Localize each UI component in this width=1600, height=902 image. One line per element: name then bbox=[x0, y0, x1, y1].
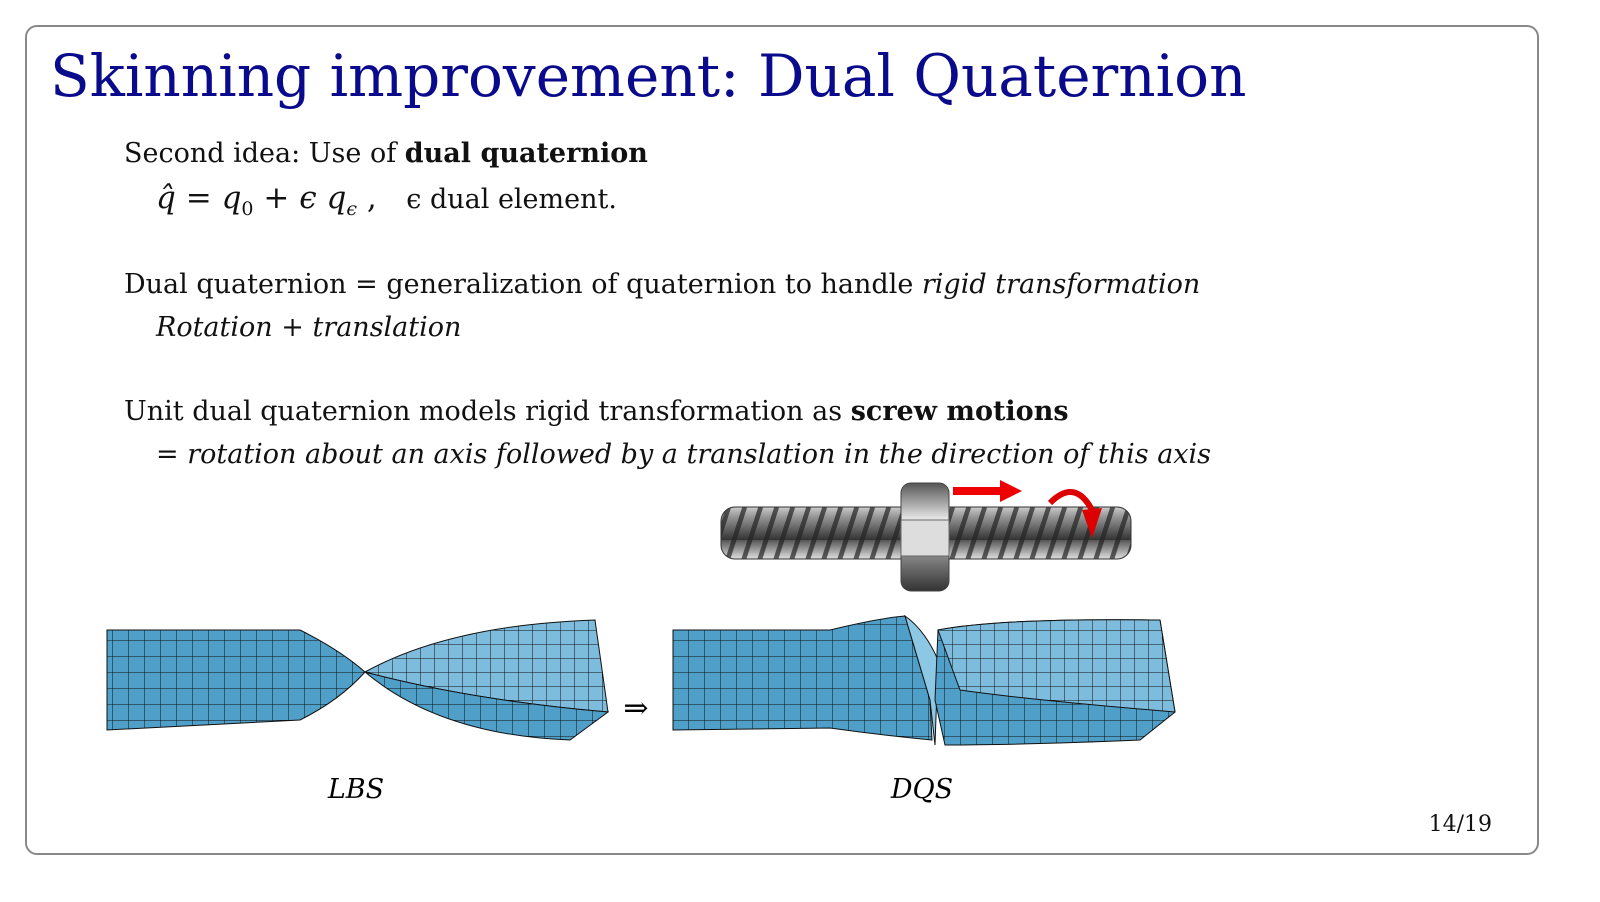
formula-note: ϵ dual element. bbox=[406, 184, 617, 215]
symbol: q bbox=[326, 180, 347, 216]
page-number: 14/19 bbox=[1428, 812, 1492, 837]
subscript: 0 bbox=[241, 198, 254, 221]
symbol: q̂ bbox=[156, 180, 176, 216]
symbol: q bbox=[221, 180, 242, 216]
emphasis: rigid transformation bbox=[921, 269, 1201, 300]
figure-caption: LBS bbox=[327, 774, 384, 805]
emphasis: dual quaternion bbox=[404, 138, 648, 169]
screw-detail: = rotation about an axis followed by a t… bbox=[156, 439, 1212, 470]
formula: q̂ = q0 + ϵ qϵ , ϵ dual element. bbox=[156, 180, 617, 220]
emphasis: screw motions bbox=[850, 396, 1069, 427]
text: Dual quaternion = generalization of quat… bbox=[124, 269, 922, 300]
slide-title: Skinning improvement: Dual Quaternion bbox=[50, 42, 1247, 110]
text: Second idea: Use of bbox=[124, 138, 405, 169]
arrow: ⇒ bbox=[623, 691, 648, 726]
lbs-mesh bbox=[106, 619, 610, 741]
symbol: + bbox=[263, 180, 290, 216]
slide-frame bbox=[25, 25, 1539, 855]
definition-detail: Rotation + translation bbox=[156, 312, 462, 343]
screw-illustration bbox=[720, 480, 1132, 592]
idea-line: Second idea: Use of dual quaternion bbox=[124, 138, 648, 169]
definition-line: Dual quaternion = generalization of quat… bbox=[124, 269, 1200, 300]
symbol: = bbox=[185, 180, 212, 216]
symbol: ϵ bbox=[299, 180, 317, 216]
text: Unit dual quaternion models rigid transf… bbox=[124, 396, 851, 427]
symbol: , bbox=[366, 180, 377, 216]
screw-line: Unit dual quaternion models rigid transf… bbox=[124, 396, 1069, 427]
dqs-mesh bbox=[672, 614, 1176, 746]
subscript: ϵ bbox=[346, 198, 357, 221]
figure-caption: DQS bbox=[890, 774, 953, 805]
